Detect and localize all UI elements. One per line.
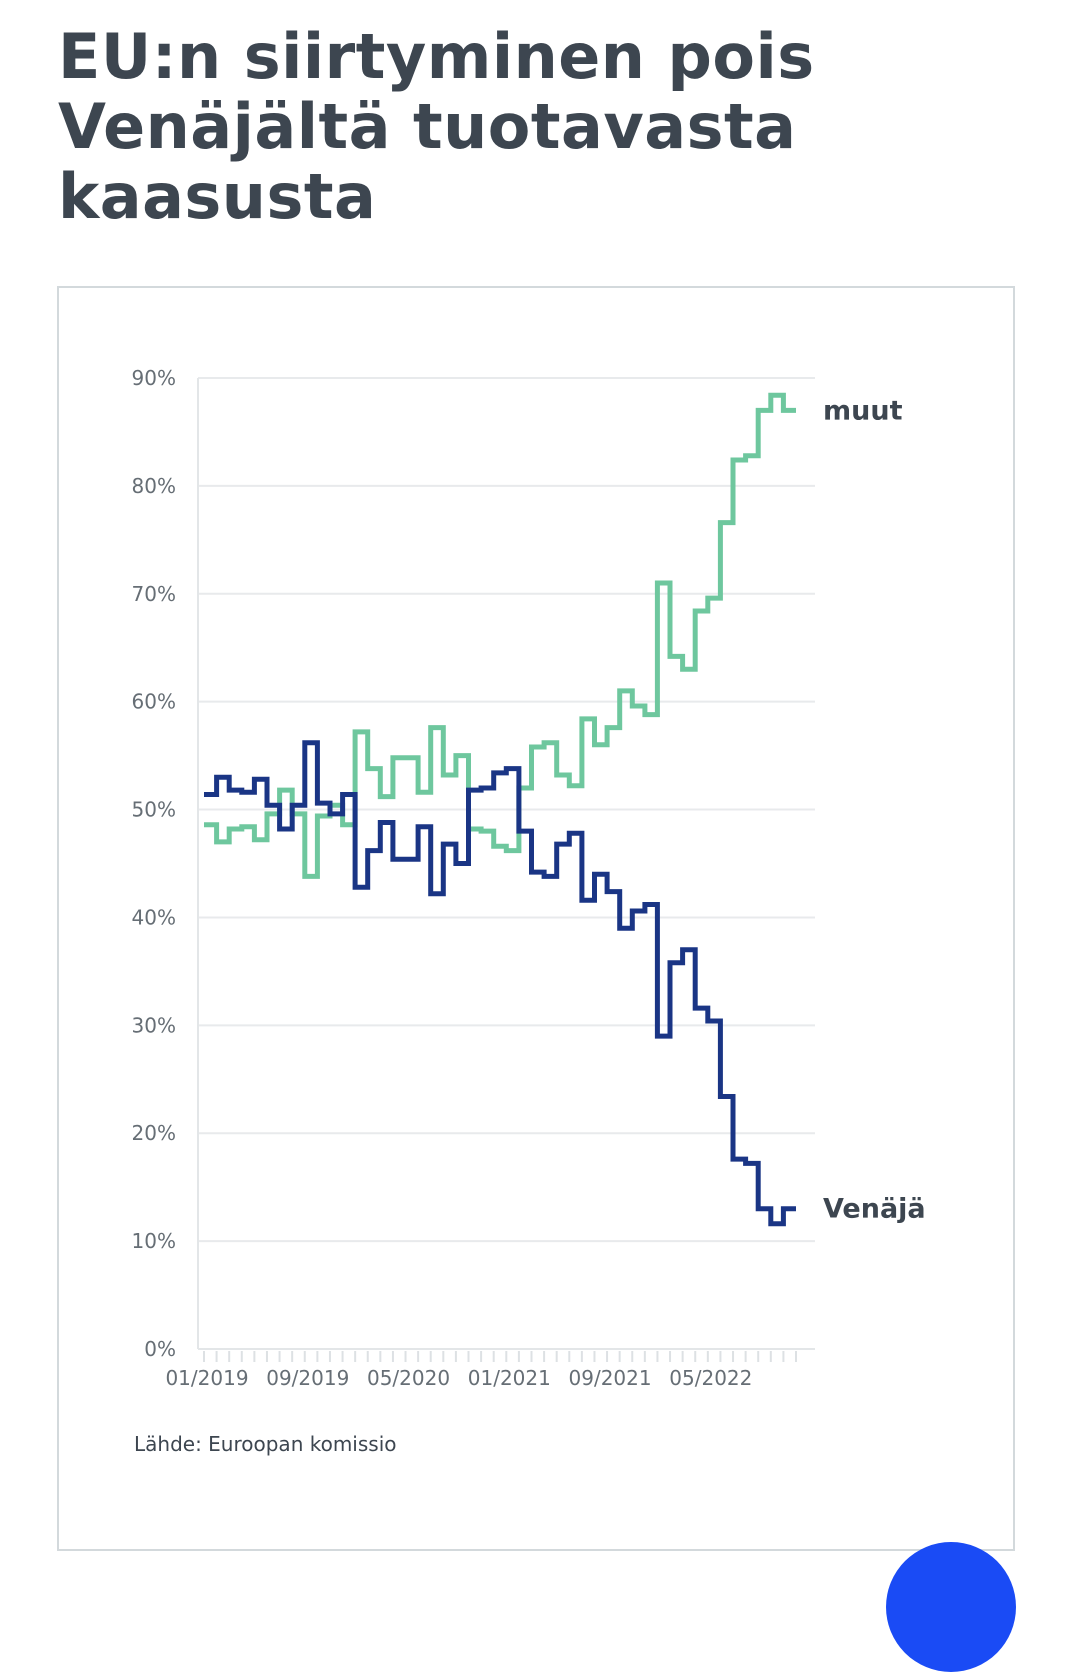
y-tick-label: 20% — [132, 1121, 176, 1145]
axis-layer: 0% 10% 20% 30% 40% 50% 60% 70% 80% 90% 01/2019 09/2… — [132, 366, 815, 1390]
page-title: EU:n siirtyminen pois Venäjältä tuotavas… — [58, 22, 1018, 232]
x-tick-label: 05/2020 — [367, 1366, 450, 1390]
source-note: Lähde: Euroopan komissio — [134, 1432, 397, 1456]
series-line-muut — [204, 392, 796, 879]
series-label: muut — [823, 395, 903, 426]
label-layer: muut Venäjä — [823, 395, 926, 1224]
gas-import-chart: 0% 10% 20% 30% 40% 50% 60% 70% 80% 90% 01/2019 09/2… — [132, 366, 926, 1390]
x-tick-label: 01/2021 — [468, 1366, 551, 1390]
floating-action-button[interactable] — [886, 1542, 1016, 1672]
x-tick-label: 01/2019 — [165, 1366, 248, 1390]
x-tick-label: 05/2022 — [669, 1366, 752, 1390]
title-line-3: kaasusta — [58, 160, 377, 233]
y-tick-label: 90% — [132, 366, 176, 390]
y-tick-label: 10% — [132, 1229, 176, 1253]
y-tick-label: 80% — [132, 474, 176, 498]
title-line-1: EU:n siirtyminen pois — [58, 20, 815, 93]
title-line-2: Venäjältä tuotavasta — [58, 90, 797, 163]
x-tick-label: 09/2021 — [569, 1366, 652, 1390]
y-tick-label: 60% — [132, 690, 176, 714]
y-tick-label: 50% — [132, 798, 176, 822]
y-tick-label: 0% — [144, 1337, 176, 1361]
y-tick-label: 70% — [132, 582, 176, 606]
chart-card — [57, 286, 1015, 1551]
series-label: Venäjä — [823, 1194, 926, 1225]
x-tick-label: 09/2019 — [266, 1366, 349, 1390]
y-tick-label: 30% — [132, 1013, 176, 1037]
y-tick-label: 40% — [132, 905, 176, 929]
series-line-venaja — [204, 740, 796, 1227]
series-layer — [204, 392, 796, 1227]
